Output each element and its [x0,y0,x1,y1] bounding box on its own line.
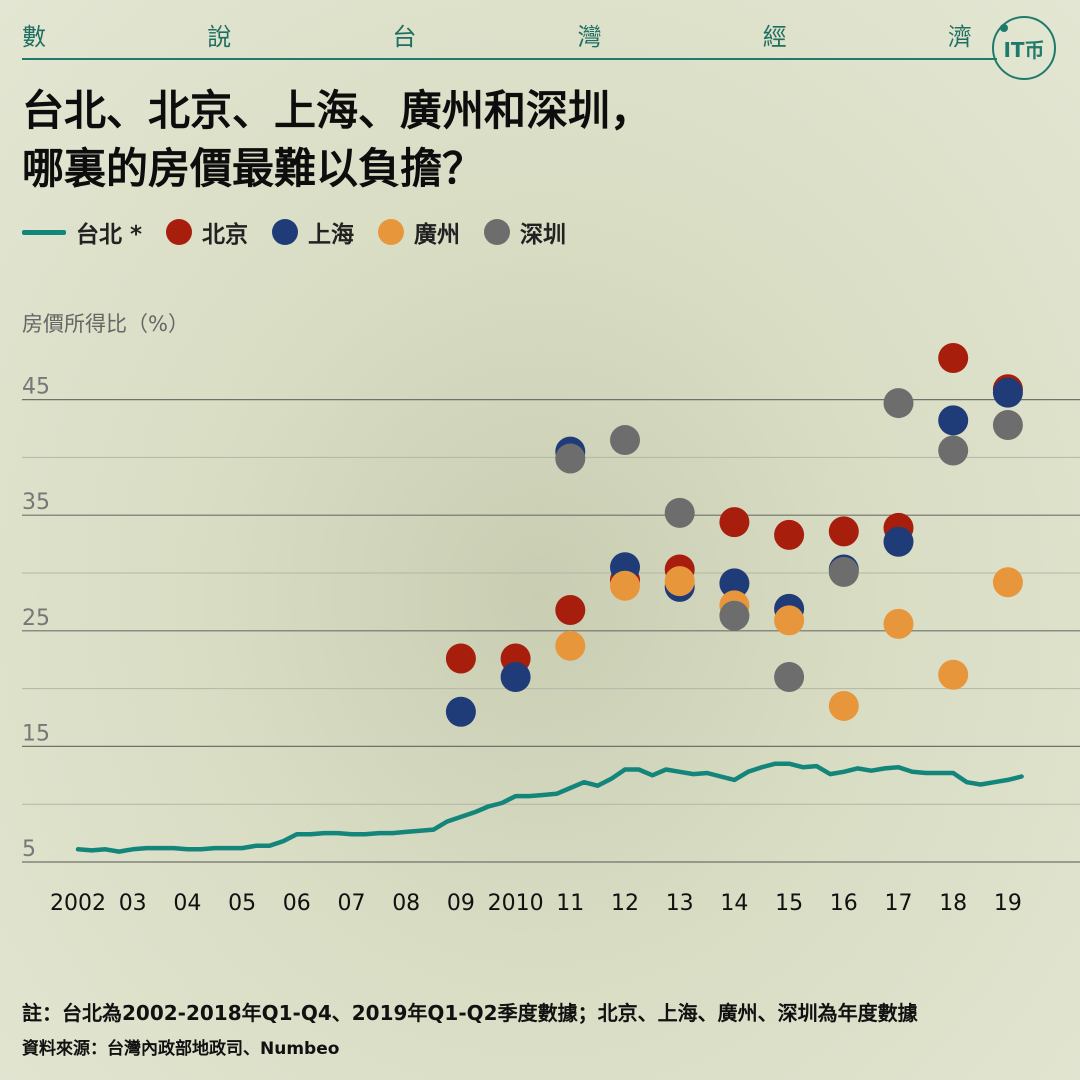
data-point [992,567,1023,598]
legend-label: 上海 [308,222,355,248]
x-tick-label: 16 [830,891,858,916]
data-point [774,662,805,693]
y-tick-label: 25 [22,606,50,631]
data-point [938,435,969,466]
data-point [719,600,750,631]
y-tick-label: 5 [22,837,36,862]
x-tick-label: 2010 [488,891,544,916]
data-point [445,643,476,674]
legend-line-swatch [22,229,66,235]
series-char: 說 [207,22,232,51]
data-point [828,516,859,547]
legend-dot-swatch [166,219,193,245]
legend-item-guangzhou: 廣州 [378,215,460,249]
data-point [555,594,586,625]
data-point [774,605,805,636]
x-tick-label: 13 [666,891,694,916]
data-point [555,630,586,661]
series-char: 台 [392,22,417,51]
data-point [445,696,476,727]
legend-dot-swatch [378,219,405,245]
series-char: 數 [22,22,46,51]
data-point [664,497,695,528]
data-point [828,556,859,587]
page-title: 台北、北京、上海、廣州和深圳， 哪裏的房價最難以負擔？ [22,82,922,198]
series-char: 灣 [577,22,602,51]
x-tick-label: 18 [939,891,967,916]
legend-label: 深圳 [520,222,567,248]
legend-dot-swatch [484,219,511,245]
chart-legend: 台北 * 北京 上海 廣州 深圳 [22,214,590,250]
x-tick-label: 11 [556,891,584,916]
x-tick-label: 2002 [50,891,106,916]
x-tick-label: 06 [283,891,311,916]
y-tick-label: 45 [22,375,50,400]
brand-logo-icon: IT币 [992,16,1056,80]
legend-label: 台北 * [76,222,143,248]
title-line-1: 台北、北京、上海、廣州和深圳， [22,86,653,135]
data-point [883,608,914,639]
data-point [719,507,750,538]
data-point [828,690,859,721]
data-source: 資料來源：台灣內政部地政司、Numbeo [22,1039,340,1059]
series-line-taipei [75,761,1024,854]
data-point [664,566,695,597]
series-char: 經 [762,22,787,51]
legend-label: 廣州 [414,222,461,248]
series-header: 數 說 台 灣 經 濟 [22,14,972,54]
chart-area: 5 15 25 35 45 2002 03 04 05 06 07 08 09 2010 11 12 13 14 1… [22,342,1080,916]
legend-label: 北京 [202,222,249,248]
data-point [500,662,531,693]
x-tick-label: 15 [775,891,803,916]
legend-item-shanghai: 上海 [272,215,354,249]
data-point [883,388,914,419]
legend-item-taipei: 台北 * [22,215,142,249]
y-axis-label: 房價所得比（%） [22,312,189,336]
x-tick-label: 17 [885,891,913,916]
chart-note: 註：台北為2002-2018年Q1-Q4、2019年Q1-Q2季度數據；北京、上… [22,1001,918,1025]
logo-text: IT币 [1003,37,1045,62]
legend-dot-swatch [272,219,299,245]
data-point [610,570,640,601]
x-tick-label: 14 [720,891,748,916]
data-point [992,377,1023,408]
x-tick-label: 07 [338,891,366,916]
title-line-2: 哪裏的房價最難以負擔？ [22,144,485,193]
x-tick-label: 09 [447,891,475,916]
data-point [883,526,914,557]
data-point [938,342,969,373]
y-tick-label: 35 [22,490,50,515]
data-point [938,659,969,690]
data-point [774,519,805,550]
legend-item-shenzhen: 深圳 [484,215,566,249]
data-point [992,410,1023,441]
series-char: 濟 [947,22,972,51]
y-tick-label: 15 [22,721,50,746]
data-point [555,443,586,474]
x-tick-label: 12 [611,891,639,916]
legend-item-beijing: 北京 [166,215,248,249]
x-tick-label: 03 [119,891,147,916]
x-tick-label: 04 [173,891,201,916]
header-divider [22,58,997,60]
x-tick-label: 08 [392,891,420,916]
x-tick-label: 19 [994,891,1022,916]
x-tick-label: 05 [228,891,256,916]
data-point [719,568,750,599]
logo-dot [1000,24,1008,32]
data-point [610,425,640,456]
data-point [938,405,969,436]
